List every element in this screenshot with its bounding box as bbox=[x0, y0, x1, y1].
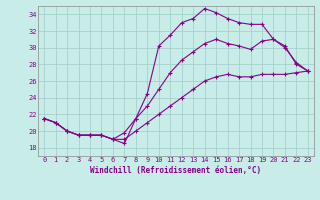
X-axis label: Windchill (Refroidissement éolien,°C): Windchill (Refroidissement éolien,°C) bbox=[91, 166, 261, 175]
